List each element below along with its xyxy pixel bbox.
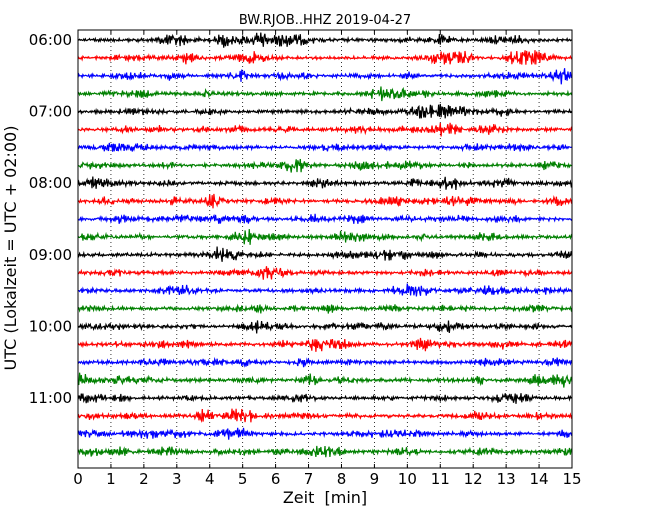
chart-title: BW.RJOB..HHZ 2019-04-27 (239, 13, 411, 28)
x-tick-label: 2 (139, 470, 149, 488)
trace-row (77, 176, 573, 191)
trace-row (77, 86, 573, 102)
trace-row (77, 213, 573, 225)
y-tick-label: 07:00 (29, 103, 72, 121)
x-tick-label: 3 (172, 470, 182, 488)
trace-row (77, 445, 573, 458)
x-tick-label: 9 (370, 470, 380, 488)
trace-row (77, 142, 573, 153)
trace-row (77, 122, 573, 137)
trace-row (77, 103, 573, 119)
x-tick-label: 8 (337, 470, 347, 488)
trace-row (77, 320, 573, 334)
trace-row (77, 356, 573, 368)
x-tick-label: 6 (271, 470, 281, 488)
x-tick-label: 14 (530, 470, 549, 488)
y-tick-label: 09:00 (29, 246, 72, 264)
plot-frame (77, 29, 573, 469)
trace-row (77, 266, 573, 280)
trace-row (77, 32, 573, 48)
x-tick-label: 13 (497, 470, 516, 488)
x-tick-label: 7 (304, 470, 314, 488)
y-tick-label: 06:00 (29, 31, 72, 49)
trace-row (77, 246, 573, 262)
seismogram-traces (77, 32, 573, 458)
x-tick-label: 1 (106, 470, 116, 488)
trace-row (77, 393, 573, 404)
trace-row (77, 193, 573, 209)
y-axis-label: UTC (Lokalzeit = UTC + 02:00) (1, 126, 20, 371)
x-axis-ticks: 0 1 2 3 4 5 6 7 8 9 10 11 12 13 14 15 (73, 30, 582, 488)
trace-row (77, 50, 573, 65)
x-tick-label: 11 (431, 470, 450, 488)
trace-row (77, 337, 573, 352)
x-tick-label: 10 (398, 470, 417, 488)
y-tick-label: 10:00 (29, 317, 72, 335)
x-tick-label: 12 (464, 470, 483, 488)
trace-row (77, 158, 573, 173)
trace-row (77, 372, 573, 388)
x-tick-label: 4 (205, 470, 215, 488)
trace-row (77, 229, 573, 245)
y-tick-label: 08:00 (29, 174, 72, 192)
x-tick-label: 5 (238, 470, 248, 488)
x-axis-label: Zeit [min] (283, 488, 367, 507)
trace-row (77, 68, 573, 85)
y-axis-ticks: 06:00 07:00 08:00 09:00 10:00 11:00 (29, 31, 572, 407)
y-tick-label: 11:00 (29, 389, 72, 407)
trace-row (78, 283, 573, 297)
trace-row (77, 303, 573, 314)
trace-row (77, 427, 573, 440)
trace-row (77, 408, 573, 423)
x-tick-label: 15 (562, 470, 581, 488)
x-tick-label: 0 (73, 470, 83, 488)
